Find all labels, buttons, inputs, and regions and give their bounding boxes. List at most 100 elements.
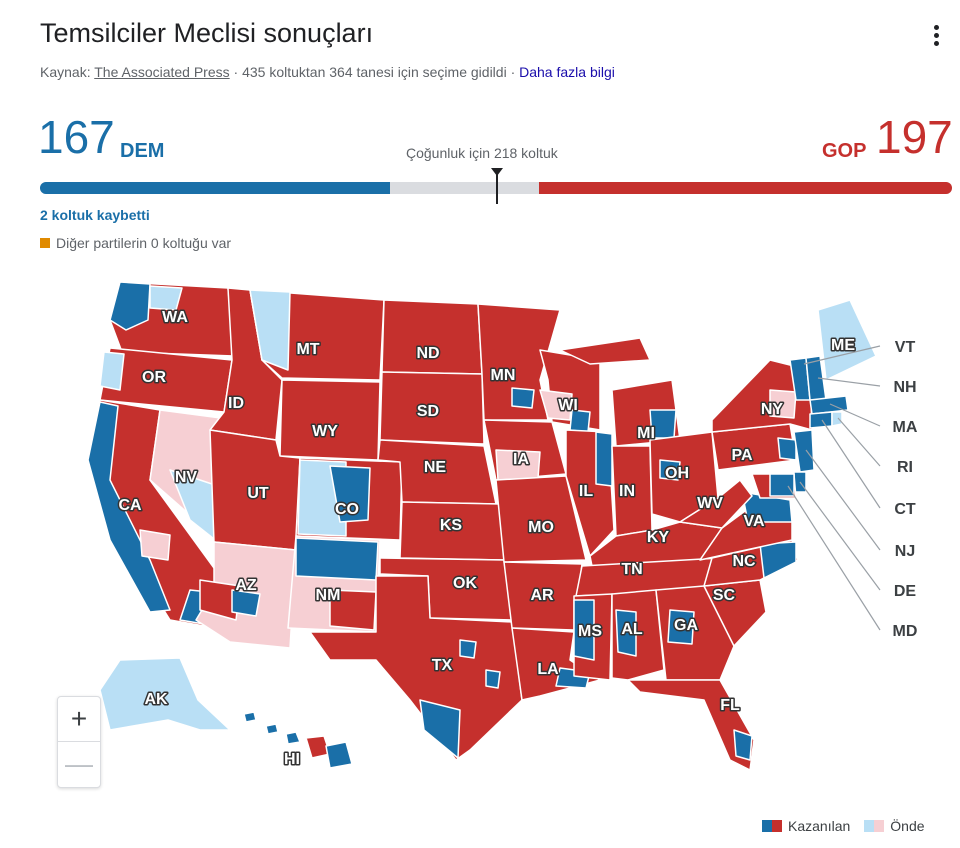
ca-lean-district	[139, 529, 171, 561]
callout-ct: CT	[894, 501, 916, 518]
label-tn: TN	[621, 561, 642, 578]
oh-dem-district	[659, 459, 681, 481]
label-mt: MT	[296, 341, 319, 358]
map-zoom-controls: + —	[57, 696, 101, 788]
us-house-results-map[interactable]: WA OR CA NV ID MT WY UT AZ CO NM ND SD N…	[0, 260, 960, 800]
ny-lean-district	[769, 389, 797, 419]
label-ar: AR	[530, 587, 554, 604]
state-ma	[809, 395, 849, 415]
label-nd: ND	[416, 345, 439, 362]
state-wy	[279, 379, 381, 461]
label-ny: NY	[761, 401, 784, 418]
label-pa: PA	[731, 447, 752, 464]
nm-gop-south	[329, 589, 377, 631]
pa-dem-philly	[777, 437, 797, 461]
dem-seat-count: 167	[38, 111, 115, 163]
label-ky: KY	[647, 529, 670, 546]
label-or: OR	[142, 369, 166, 386]
state-ga	[655, 585, 735, 681]
label-ut: UT	[247, 485, 269, 502]
label-me: ME	[831, 337, 855, 354]
mn-dem-metro	[511, 387, 535, 409]
source-link[interactable]: The Associated Press	[94, 64, 230, 80]
label-la: LA	[537, 661, 559, 678]
co-dem-metro	[329, 465, 371, 523]
label-il: IL	[579, 483, 593, 500]
label-id: ID	[228, 395, 244, 412]
label-mn: MN	[491, 367, 516, 384]
label-tx: TX	[432, 657, 453, 674]
legend-won-label: Kazanılan	[788, 818, 851, 834]
dem-lost-note: 2 koltuk kaybetti	[40, 207, 150, 223]
label-co: CO	[335, 501, 359, 518]
az-dem-district	[231, 589, 261, 617]
state-nj	[793, 429, 815, 473]
ms-dem-district	[573, 599, 595, 661]
state-me	[817, 299, 877, 381]
callout-md: MD	[893, 623, 918, 640]
callout-vt: VT	[895, 339, 916, 356]
majority-marker-icon	[491, 168, 503, 176]
label-ne: NE	[424, 459, 447, 476]
label-wa: WA	[162, 309, 188, 326]
state-ct	[809, 411, 833, 429]
callout-lines	[787, 345, 881, 631]
il-dem-chicago	[595, 431, 613, 487]
label-ms: MS	[578, 623, 602, 640]
state-ri	[831, 411, 843, 427]
label-oh: OH	[665, 465, 689, 482]
callout-ma: MA	[893, 419, 918, 436]
legend-leading: Önde	[864, 818, 925, 834]
label-sd: SD	[417, 403, 439, 420]
label-in: IN	[619, 483, 635, 500]
or-dem-district	[99, 351, 125, 391]
state-ak	[99, 657, 231, 731]
ca-dem-coast	[87, 401, 171, 613]
tx-dem-metro-1	[459, 639, 477, 659]
more-options-icon[interactable]	[922, 20, 950, 50]
wa-dem-district	[109, 281, 151, 331]
gop-bar-fill	[538, 182, 952, 194]
state-wv	[679, 479, 753, 529]
state-hi-3	[285, 731, 301, 745]
source-line: Kaynak: The Associated Press · 435 koltu…	[40, 64, 615, 80]
label-fl: FL	[720, 697, 740, 714]
state-hi-5	[325, 741, 353, 769]
ga-dem-district	[667, 609, 695, 645]
callout-nj: NJ	[895, 543, 915, 560]
legend-leading-label: Önde	[890, 818, 925, 834]
zoom-in-button[interactable]: +	[70, 703, 88, 734]
state-fl	[627, 679, 755, 771]
state-sd	[379, 371, 485, 445]
state-tx	[309, 575, 523, 761]
more-info-link[interactable]: Daha fazla bilgi	[519, 64, 615, 80]
source-prefix: Kaynak:	[40, 64, 91, 80]
gop-seat-count: 197	[876, 111, 953, 163]
legend-won-dem-swatch	[762, 820, 772, 832]
wi-lean-district	[539, 389, 573, 421]
label-az: AZ	[235, 577, 257, 594]
mt-lean-district	[249, 289, 291, 371]
label-ks: KS	[440, 517, 463, 534]
callout-de: DE	[894, 583, 917, 600]
zoom-out-button[interactable]: —	[58, 741, 100, 786]
label-wv: WV	[697, 495, 723, 512]
label-nc: NC	[732, 553, 756, 570]
state-hi-2	[265, 723, 279, 735]
state-nd	[381, 299, 483, 375]
nc-dem-district	[759, 541, 797, 579]
label-nv: NV	[175, 469, 198, 486]
map-legend: Kazanılan Önde	[762, 818, 925, 834]
label-sc: SC	[713, 587, 736, 604]
nm-dem-north	[295, 537, 379, 581]
label-mo: MO	[528, 519, 554, 536]
label-hi: HI	[284, 751, 300, 768]
state-mo	[495, 475, 587, 563]
state-mi-up	[559, 337, 651, 365]
dem-label: DEM	[120, 140, 165, 162]
page-title: Temsilciler Meclisi sonuçları	[40, 18, 374, 48]
dem-bar-fill	[40, 182, 391, 194]
source-details: · 435 koltuktan 364 tanesi için seçime g…	[233, 64, 516, 80]
az-gop-district	[199, 579, 241, 621]
callout-nh: NH	[893, 379, 916, 396]
